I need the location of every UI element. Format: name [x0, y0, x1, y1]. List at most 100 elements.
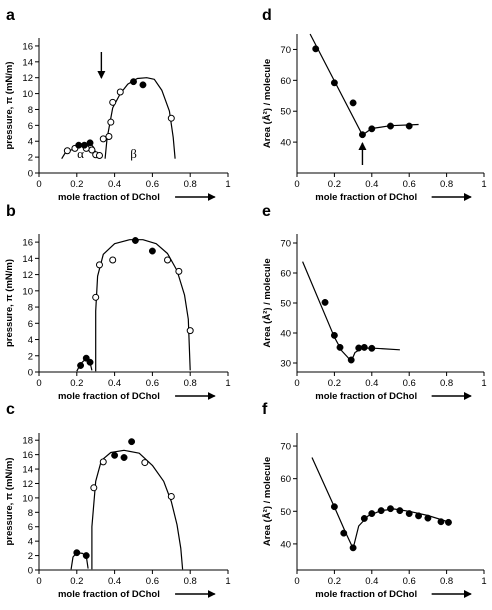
- panel-letter: e: [262, 203, 271, 220]
- x-tick-label: 0.8: [184, 179, 197, 190]
- y-tick-label: 70: [280, 45, 291, 56]
- filled-data-point: [349, 99, 357, 107]
- open-data-point: [141, 459, 149, 467]
- panel-letter: a: [6, 7, 15, 24]
- y-tick-label: 0: [28, 368, 33, 379]
- y-tick-label: 2: [28, 551, 33, 562]
- y-tick-label: 6: [28, 319, 33, 330]
- open-data-point: [116, 88, 124, 96]
- y-tick-label: 30: [280, 359, 291, 370]
- open-data-point: [164, 256, 172, 264]
- open-data-point: [99, 135, 107, 143]
- filled-data-point: [312, 45, 320, 53]
- y-tick-label: 0: [28, 566, 33, 577]
- y-tick-label: 14: [22, 57, 33, 68]
- filled-data-point: [437, 518, 445, 526]
- panel-f: f 0 0.2 0.4 0.6 0.8 1 40 50 60 70 mole fraction of …: [262, 401, 487, 600]
- y-tick-label: 12: [22, 479, 33, 490]
- y-tick-label: 70: [280, 239, 291, 250]
- x-tick-label: 0.6: [403, 179, 416, 190]
- y-tick-label: 14: [22, 254, 33, 265]
- y-axis-label: Area (Å²) / molecule: [262, 59, 273, 148]
- open-data-point: [88, 146, 96, 154]
- y-tick-label: 8: [28, 303, 33, 314]
- y-tick-label: 50: [280, 107, 291, 118]
- filled-data-point: [120, 454, 128, 461]
- filled-data-point: [330, 503, 338, 511]
- y-axis-label: Area (Å²) / molecule: [262, 258, 273, 347]
- y-tick-label: 10: [22, 493, 33, 504]
- y-tick-label: 10: [22, 286, 33, 297]
- y-tick-label: 70: [280, 442, 291, 453]
- x-axis-label: mole fraction of DChol: [315, 192, 417, 203]
- panel-e: e 0 0.2 0.4 0.6 0.8 1 30 40 50 60 70 mole fraction o…: [262, 203, 487, 402]
- x-tick-label: 1: [481, 576, 486, 587]
- y-axis-label: pressure, π (mN/m): [4, 61, 15, 149]
- y-tick-label: 12: [22, 270, 33, 281]
- y-tick-label: 6: [28, 522, 33, 533]
- x-tick-label: 0: [294, 378, 299, 389]
- filled-data-point: [415, 512, 422, 520]
- filled-data-point: [336, 343, 344, 351]
- open-data-point: [167, 492, 175, 500]
- y-tick-label: 10: [22, 89, 33, 100]
- open-data-point: [186, 327, 194, 335]
- filled-data-point: [405, 122, 413, 130]
- filled-data-point: [387, 505, 394, 513]
- x-tick-label: 0.8: [440, 576, 453, 587]
- y-tick-label: 8: [28, 508, 33, 519]
- y-tick-label: 16: [22, 41, 33, 52]
- panel-letter: d: [262, 7, 272, 24]
- x-tick-label: 1: [225, 179, 230, 190]
- open-data-point: [109, 256, 117, 264]
- open-data-point: [92, 293, 100, 301]
- y-tick-label: 0: [28, 169, 33, 180]
- filled-data-point: [148, 247, 156, 255]
- open-data-point: [167, 114, 175, 122]
- filled-data-point: [330, 331, 338, 339]
- x-tick-label: 0: [294, 179, 299, 190]
- filled-data-point: [368, 125, 376, 133]
- open-data-point: [95, 152, 103, 160]
- x-tick-label: 0.4: [365, 576, 378, 587]
- y-tick-label: 6: [28, 121, 33, 132]
- y-tick-label: 60: [280, 474, 291, 485]
- x-tick-label: 0.8: [184, 378, 197, 389]
- fit-curve-1: [95, 239, 191, 372]
- filled-data-point: [86, 139, 94, 147]
- filled-data-point: [368, 344, 376, 352]
- y-tick-label: 40: [280, 539, 291, 550]
- open-data-point: [90, 484, 98, 492]
- open-data-point: [95, 261, 103, 269]
- x-tick-label: 0: [294, 576, 299, 587]
- x-tick-label: 0.6: [403, 378, 416, 389]
- x-tick-label: 0: [36, 576, 41, 587]
- x-tick-label: 0: [36, 378, 41, 389]
- phase-annotation: α: [77, 146, 84, 161]
- x-tick-label: 0.8: [184, 576, 197, 587]
- y-axis-label: pressure, π (mN/m): [4, 259, 15, 347]
- fit-curve-0: [302, 261, 352, 362]
- filled-data-point: [347, 356, 355, 364]
- fit-curve-1: [352, 508, 451, 549]
- x-tick-label: 0: [36, 179, 41, 190]
- filled-data-point: [73, 549, 81, 557]
- filled-data-point: [111, 451, 119, 459]
- x-tick-label: 0.4: [365, 378, 378, 389]
- x-tick-label: 0.2: [70, 378, 83, 389]
- y-axis-label: pressure, π (mN/m): [4, 457, 15, 545]
- fit-curve-1: [362, 123, 419, 136]
- x-tick-label: 0.2: [328, 576, 341, 587]
- y-tick-label: 50: [280, 507, 291, 518]
- fit-curve-1: [104, 77, 176, 159]
- filled-data-point: [359, 131, 366, 139]
- y-tick-label: 4: [28, 335, 33, 346]
- filled-data-point: [377, 507, 385, 515]
- filled-data-point: [130, 78, 137, 86]
- x-tick-label: 0.4: [365, 179, 378, 190]
- x-tick-label: 0.2: [70, 179, 83, 190]
- filled-data-point: [330, 79, 338, 87]
